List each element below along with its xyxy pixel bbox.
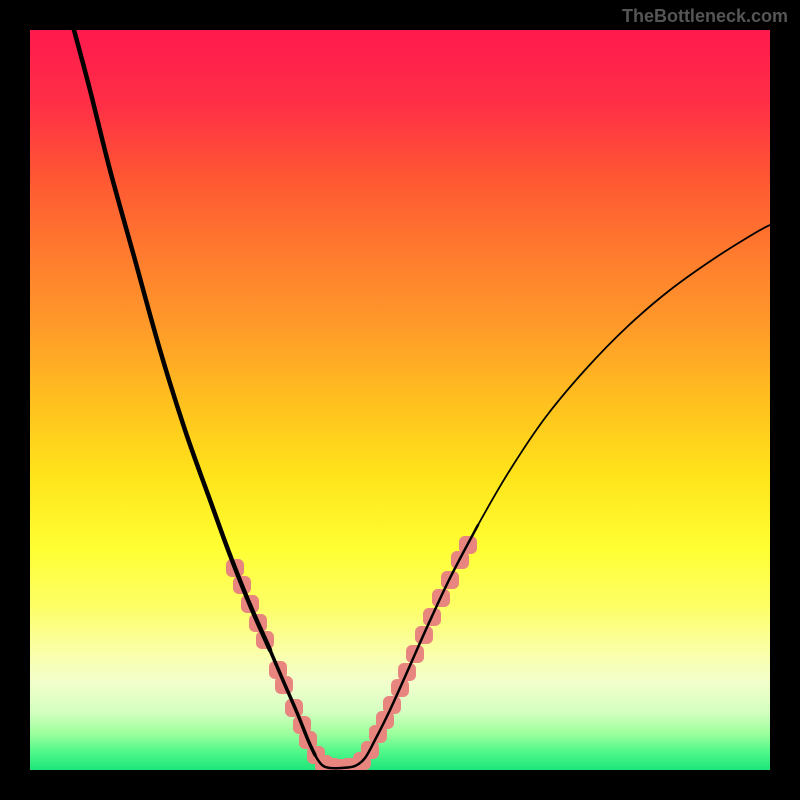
marker-group [226,536,477,770]
curve-layer [30,30,770,770]
v-curve-left-branch [74,30,342,768]
watermark-label: TheBottleneck.com [622,6,788,27]
chart-plot-area [30,30,770,770]
v-curve-left-thick [74,30,270,650]
